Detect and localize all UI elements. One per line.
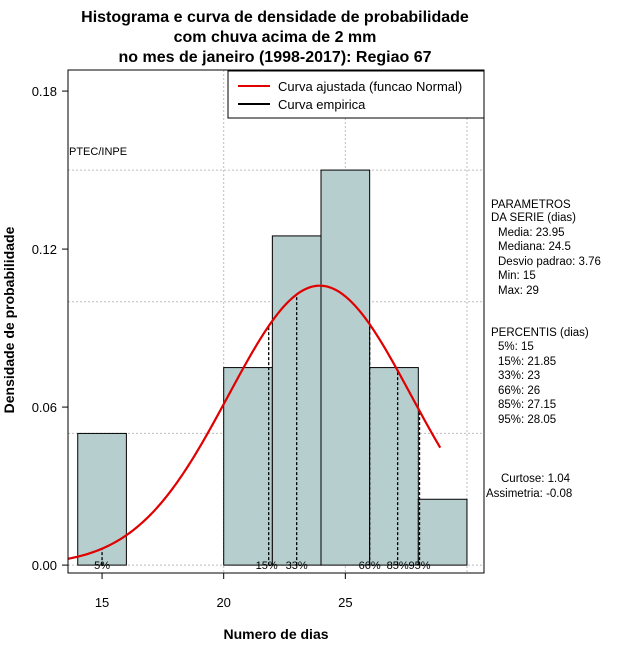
percentis-5: 5%: 15 xyxy=(498,341,534,353)
title-line-2: com chuva acima de 2 mm xyxy=(174,29,377,46)
percentile-label-4: 85% xyxy=(387,560,409,572)
histogram-bar-3 xyxy=(223,367,273,566)
percentis-15: 15%: 21.85 xyxy=(498,356,556,368)
percentis-95: 95%: 28.05 xyxy=(498,414,556,426)
normal-curve xyxy=(67,284,442,560)
y-tick-label-0: 0.00 xyxy=(32,558,57,573)
assimetria: Assimetria: -0.08 xyxy=(486,488,572,500)
percentile-marks: 5% 15% 33% 66% 85% 95% xyxy=(94,294,431,572)
percentile-label-5: 95% xyxy=(409,560,431,572)
chart-title: Histograma e curva de densidade de proba… xyxy=(81,9,469,66)
title-line-1: Histograma e curva de densidade de proba… xyxy=(81,9,469,26)
parametros-desvio: Desvio padrao: 3.76 xyxy=(498,256,601,268)
title-line-3: no mes de janeiro (1998-2017): Regiao 67 xyxy=(118,49,431,66)
y-tick-label-3: 0.18 xyxy=(32,84,57,99)
percentis-66: 66%: 26 xyxy=(498,385,540,397)
percentis-85: 85%: 27.15 xyxy=(498,399,556,411)
x-tick-label-2: 25 xyxy=(338,595,352,610)
y-axis-label: Densidade de probabilidade xyxy=(1,226,17,413)
histogram-bar-6 xyxy=(369,367,419,566)
axes: 15 20 25 0.00 0.06 0.12 0.18 xyxy=(32,84,353,610)
percentile-label-0: 5% xyxy=(94,560,110,572)
legend: Curva ajustada (funcao Normal) Curva emp… xyxy=(227,70,485,119)
x-tick-label-0: 15 xyxy=(95,595,109,610)
parametros-mediana: Mediana: 24.5 xyxy=(498,241,571,253)
legend-box xyxy=(227,70,485,119)
legend-label-normal: Curva ajustada (funcao Normal) xyxy=(278,79,462,94)
percentile-label-3: 66% xyxy=(359,560,381,572)
legend-label-empirical: Curva empirica xyxy=(278,97,366,112)
histogram-bar-4 xyxy=(271,235,322,566)
histogram-bar-0 xyxy=(77,432,127,566)
percentile-label-1: 15% xyxy=(256,560,278,572)
parametros-media: Media: 23.95 xyxy=(498,227,565,239)
histogram-bars xyxy=(77,169,468,566)
x-axis-label: Numero de dias xyxy=(223,626,328,642)
histogram-bar-7 xyxy=(417,498,468,566)
percentile-label-2: 33% xyxy=(286,560,308,572)
y-tick-label-2: 0.12 xyxy=(32,242,57,257)
x-tick-label-1: 20 xyxy=(216,595,230,610)
statistics-panel: PARAMETROS DA SERIE (dias) Media: 23.95 … xyxy=(486,199,601,500)
parametros-max: Max: 29 xyxy=(498,285,539,297)
parametros-min: Min: 15 xyxy=(498,270,536,282)
normal-curve-line xyxy=(67,284,442,560)
percentis-heading: PERCENTIS (dias) xyxy=(491,327,589,339)
percentis-33: 33%: 23 xyxy=(498,370,540,382)
y-tick-label-1: 0.06 xyxy=(32,400,57,415)
histogram-bar-5 xyxy=(320,169,371,566)
parametros-heading-1: PARAMETROS xyxy=(491,199,571,211)
curtose: Curtose: 1.04 xyxy=(501,473,571,485)
parametros-heading-2: DA SERIE (dias) xyxy=(491,212,576,224)
ptec-annotation: PTEC/INPE xyxy=(69,146,127,158)
plot-frame xyxy=(67,69,485,574)
